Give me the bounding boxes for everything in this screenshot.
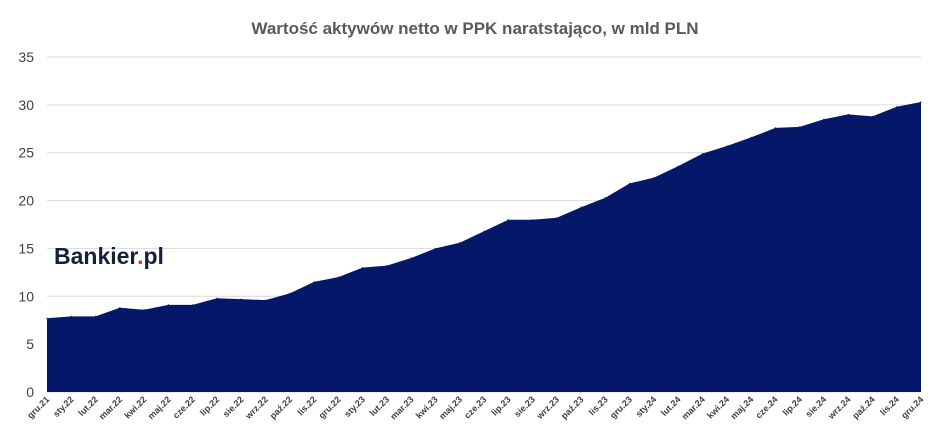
x-tick-label: gru.23 <box>608 394 634 420</box>
data-point <box>871 115 874 117</box>
data-point <box>362 266 364 269</box>
x-tick-label: cze.24 <box>754 394 780 420</box>
y-tick-label: 10 <box>18 288 34 304</box>
data-point <box>507 219 509 221</box>
bankier-logo: Bankier.pl <box>54 243 164 269</box>
x-tick-label: gru.24 <box>899 394 925 420</box>
y-tick-label: 35 <box>18 49 34 65</box>
data-point <box>192 304 194 306</box>
x-tick-label: mar.23 <box>388 394 415 421</box>
data-point <box>653 177 655 179</box>
x-axis: gru.21 sty.22 lut.22mar.22kwi.22maj.22cze.… <box>25 394 925 421</box>
x-tick-label: sty.24 <box>634 394 659 419</box>
data-point <box>483 230 485 232</box>
x-tick-label: maj.22 <box>146 394 173 421</box>
x-tick-label: kwi.24 <box>705 394 731 420</box>
area-fill <box>47 101 921 393</box>
x-tick-label: sie.22 <box>221 394 246 419</box>
x-tick-label: gru.22 <box>317 394 343 420</box>
data-point <box>847 113 849 116</box>
data-point <box>167 304 169 306</box>
data-point <box>459 242 461 244</box>
x-tick-label: lip.23 <box>489 394 512 417</box>
x-tick-label: wrz.23 <box>534 394 561 421</box>
data-point <box>531 219 534 221</box>
data-point <box>240 298 242 300</box>
x-tick-label: mar.22 <box>97 394 124 421</box>
svg-text:Bankier.pl: Bankier.pl <box>54 243 164 269</box>
x-tick-label: maj.23 <box>437 394 464 421</box>
y-tick-label: 30 <box>18 97 34 113</box>
y-axis: 0 5 10 15 20 25 30 35 <box>18 49 34 400</box>
x-tick-label: sie.23 <box>512 394 537 419</box>
data-point <box>799 126 801 128</box>
x-tick-label: lis.23 <box>587 394 610 417</box>
x-tick-label: wrz.24 <box>825 394 852 421</box>
logo-name: Bankier <box>54 243 138 269</box>
x-tick-label: wrz.22 <box>243 394 270 421</box>
data-point <box>386 265 388 267</box>
data-point <box>70 315 72 317</box>
x-tick-label: lip.24 <box>781 394 804 417</box>
data-point <box>289 292 291 295</box>
data-point <box>920 101 922 103</box>
chart-title: Wartość aktywów netto w PPK naratstająco… <box>251 19 698 38</box>
y-tick-label: 0 <box>26 384 34 400</box>
data-point <box>337 276 339 278</box>
data-point <box>143 309 145 311</box>
x-tick-label: sie.24 <box>804 394 829 419</box>
data-point <box>434 247 437 250</box>
x-tick-label: lis.24 <box>878 394 901 417</box>
x-tick-label: mar.24 <box>680 394 707 421</box>
x-tick-label: sty.23 <box>342 394 367 419</box>
data-point <box>264 299 267 301</box>
x-tick-label: sty.22 <box>51 394 76 419</box>
x-tick-label: lis.22 <box>295 394 318 417</box>
x-tick-label: maj.24 <box>729 394 756 421</box>
x-tick-label: cze.23 <box>462 394 488 420</box>
data-point <box>726 145 728 147</box>
data-point <box>313 281 315 283</box>
x-tick-label: paź.24 <box>850 394 877 421</box>
logo-dot: . <box>137 243 143 269</box>
data-point <box>677 165 679 167</box>
data-point <box>556 217 558 219</box>
data-point <box>604 197 606 199</box>
data-point <box>119 307 121 309</box>
data-point <box>774 127 776 129</box>
data-point <box>701 153 704 155</box>
y-tick-label: 20 <box>18 193 34 209</box>
x-tick-label: paź.22 <box>268 394 295 421</box>
data-points <box>46 101 922 319</box>
logo-tld: pl <box>144 243 164 269</box>
x-tick-label: lip.22 <box>198 394 221 417</box>
data-point <box>94 315 97 317</box>
data-point <box>823 118 825 120</box>
data-point <box>410 257 412 259</box>
data-point <box>629 182 631 184</box>
y-tick-label: 25 <box>18 145 34 161</box>
data-point <box>896 106 898 108</box>
x-tick-label: kwi.23 <box>414 394 440 420</box>
y-tick-label: 15 <box>18 240 34 256</box>
data-point <box>750 136 752 138</box>
x-tick-label: kwi.22 <box>122 394 148 420</box>
x-tick-label: paź.23 <box>559 394 586 421</box>
y-tick-label: 5 <box>26 336 34 352</box>
data-point <box>46 317 48 319</box>
data-point <box>216 297 218 299</box>
area-series <box>46 101 922 393</box>
x-tick-label: cze.22 <box>171 394 197 420</box>
data-point <box>580 206 582 208</box>
